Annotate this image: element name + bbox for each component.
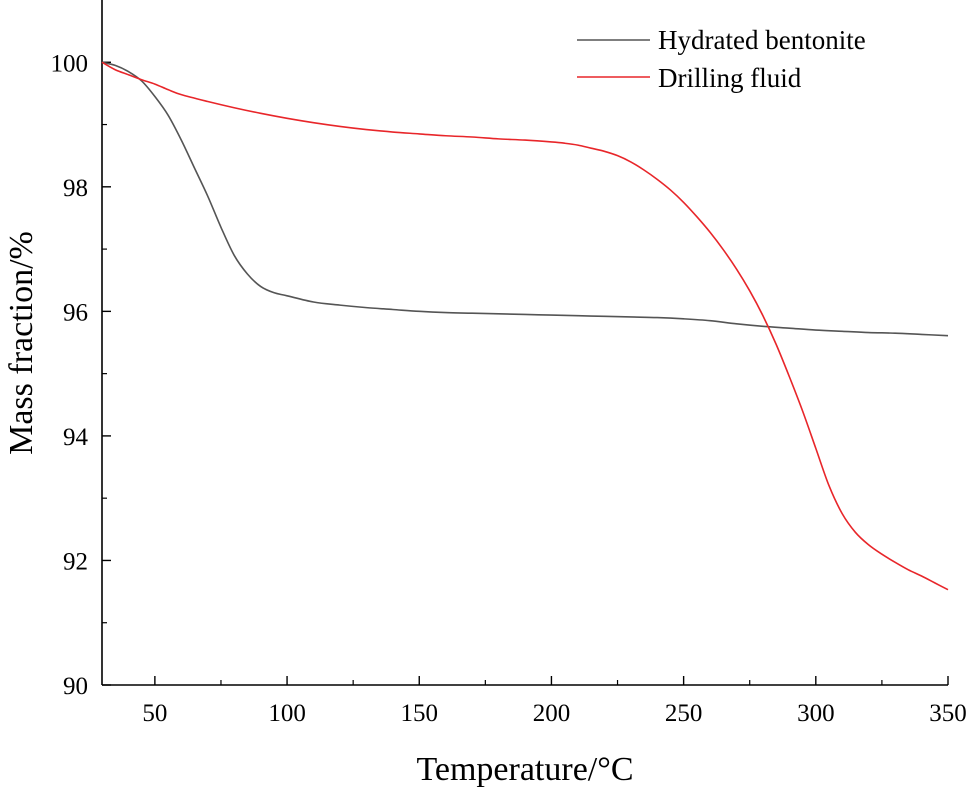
y-tick-label: 90 xyxy=(63,673,88,700)
x-tick-label: 100 xyxy=(268,700,306,727)
y-tick-label: 96 xyxy=(63,299,88,326)
y-tick-label: 98 xyxy=(63,175,88,202)
legend-label-hydrated-bentonite: Hydrated bentonite xyxy=(658,25,866,55)
legend: Hydrated bentonite Drilling fluid xyxy=(577,25,866,93)
y-tick-label: 94 xyxy=(63,424,89,451)
x-tick-label: 50 xyxy=(142,700,167,727)
tick-labels: 50 100 150 200 250 300 350 90 92 94 96 98 100 xyxy=(51,50,967,727)
y-tick-label: 92 xyxy=(63,548,88,575)
legend-label-drilling-fluid: Drilling fluid xyxy=(658,63,802,93)
x-tick-label: 250 xyxy=(665,700,703,727)
x-tick-label: 350 xyxy=(929,700,967,727)
series-lines xyxy=(101,61,949,591)
y-axis-title: Mass fraction/% xyxy=(3,231,40,455)
series-line-hydrated-bentonite xyxy=(101,61,949,337)
y-tick-label: 100 xyxy=(51,50,89,77)
x-axis-title: Temperature/°C xyxy=(416,751,633,788)
axes xyxy=(101,0,948,686)
series-line-drilling-fluid xyxy=(101,61,949,591)
x-tick-label: 300 xyxy=(797,700,835,727)
ticks xyxy=(102,61,949,686)
x-tick-label: 200 xyxy=(533,700,571,727)
x-tick-label: 150 xyxy=(401,700,439,727)
